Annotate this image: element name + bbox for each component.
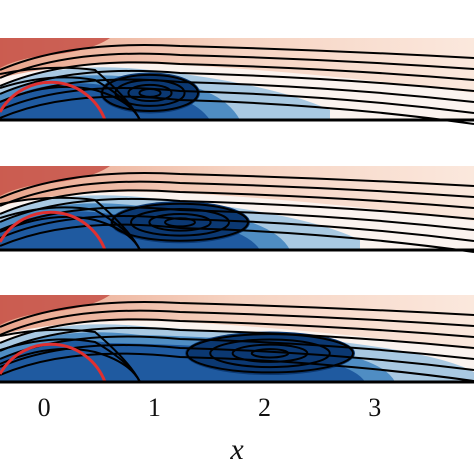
- streamline: [0, 44, 474, 71]
- body-outline: [0, 210, 107, 251]
- vortex-streamline: [127, 83, 173, 103]
- streamline: [0, 197, 474, 223]
- x-tick-label: 2: [258, 393, 271, 422]
- inner-streamline: [0, 196, 141, 251]
- streamline: [0, 326, 474, 352]
- vortex-streamline: [130, 207, 230, 237]
- streamline: [0, 352, 474, 382]
- streamline: [0, 215, 474, 242]
- body-outline: [0, 80, 107, 121]
- panels: [0, 38, 474, 384]
- streamline: [0, 52, 474, 79]
- streamline: [0, 180, 474, 207]
- streamline: [0, 61, 474, 87]
- streamline: [0, 95, 474, 125]
- streamline: [0, 301, 474, 328]
- vortex-streamline: [209, 338, 331, 369]
- panel: [0, 295, 474, 384]
- streamline: [0, 223, 474, 253]
- vortex-streamline: [148, 212, 212, 232]
- inner-streamline: [0, 66, 141, 121]
- inner-streamline: [0, 328, 141, 383]
- streamline: [0, 344, 474, 371]
- x-tick-label: 3: [368, 393, 381, 422]
- panel: [0, 166, 474, 253]
- x-axis-label: x: [229, 433, 244, 466]
- streamline: [0, 335, 474, 360]
- streamline: [0, 172, 474, 199]
- panel: [0, 38, 474, 125]
- body-outline: [0, 342, 107, 383]
- streamline: [0, 87, 474, 114]
- x-tick-label: 1: [148, 393, 161, 422]
- streamline: [0, 78, 474, 103]
- streamline: [0, 309, 474, 336]
- x-tick-label: 0: [38, 393, 51, 422]
- streamline: [0, 318, 474, 344]
